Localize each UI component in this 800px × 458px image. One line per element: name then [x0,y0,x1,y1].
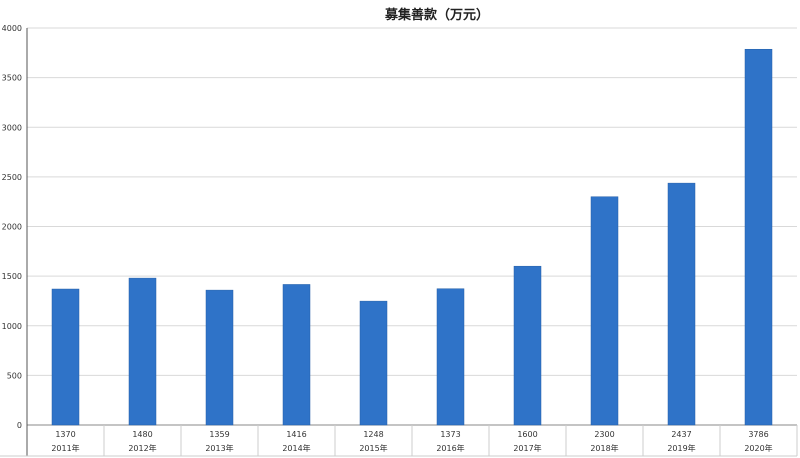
bar [51,288,80,426]
data-table-value: 1370 [55,430,75,439]
x-tick-label: 2012年 [128,443,156,453]
x-tick-label: 2013年 [205,443,233,453]
bar [590,196,619,426]
bar [513,265,542,426]
y-tick-label: 2500 [2,173,22,182]
bar [744,48,773,426]
data-table-value: 1600 [517,430,537,439]
x-tick-label: 2018年 [590,443,618,453]
y-tick-label: 1000 [2,322,22,331]
chart-title: 募集善款（万元） [384,7,489,23]
data-table-value: 2437 [671,430,691,439]
x-tick-label: 2015年 [359,443,387,453]
bar [282,284,311,426]
data-table-value: 1248 [363,430,383,439]
bar [667,182,696,426]
data-table-value: 1373 [440,430,460,439]
y-tick-label: 3500 [2,74,22,83]
bar [436,288,465,426]
y-tick-label: 0 [17,421,22,430]
bar [359,300,388,426]
data-table-value: 1480 [132,430,152,439]
y-tick-label: 1500 [2,272,22,281]
data-table-value: 3786 [748,430,768,439]
x-tick-label: 2014年 [282,443,310,453]
bar [128,277,157,426]
y-tick-label: 4000 [2,24,22,33]
data-table-value: 1359 [209,430,229,439]
y-tick-label: 3000 [2,123,22,132]
x-tick-label: 2011年 [51,443,79,453]
y-tick-label: 2000 [2,223,22,232]
x-tick-label: 2016年 [436,443,464,453]
x-tick-label: 2020年 [744,443,772,453]
x-tick-label: 2017年 [513,443,541,453]
data-table-value: 1416 [286,430,306,439]
x-tick-label: 2019年 [667,443,695,453]
data-table-value: 2300 [594,430,614,439]
bar [205,289,234,426]
y-tick-label: 500 [7,371,22,380]
